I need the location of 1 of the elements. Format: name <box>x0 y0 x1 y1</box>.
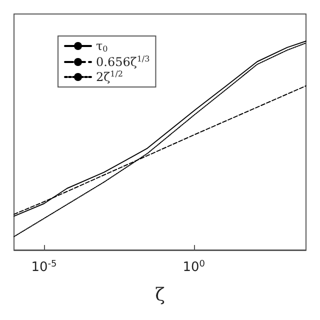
x-axis-title: ζ <box>155 284 166 306</box>
